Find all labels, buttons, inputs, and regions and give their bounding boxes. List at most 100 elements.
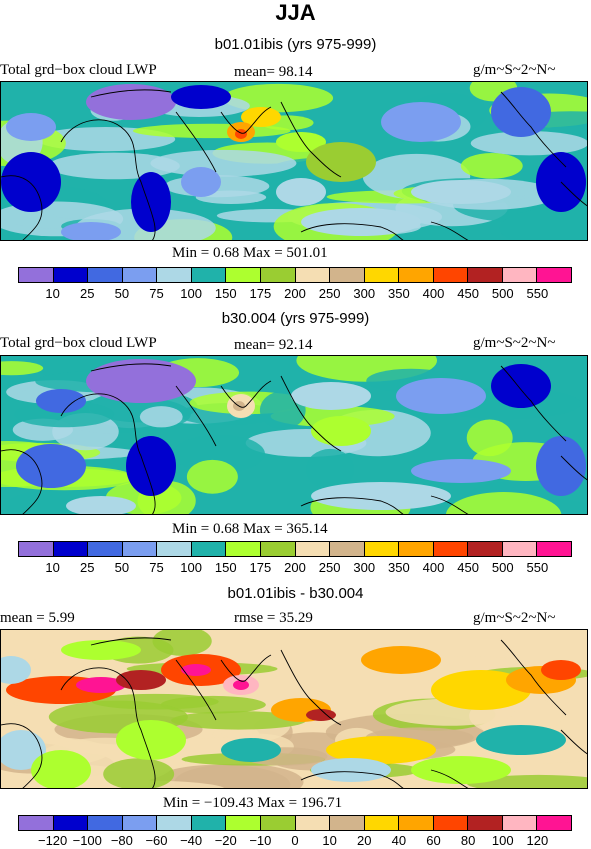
field-feature [411, 756, 511, 784]
colorbar-tick-label: 200 [284, 560, 306, 575]
colorbar-tick-label: 450 [457, 560, 479, 575]
coastline [220, 106, 272, 134]
panel1-variable-label: Total grd−box cloud LWP [0, 62, 157, 78]
field-feature [541, 660, 581, 680]
colorbar-tick-label: 100 [180, 560, 202, 575]
colorbar-tick-label: 80 [460, 833, 476, 848]
colorbar-swatch [19, 542, 54, 556]
panel2-colorbar [18, 541, 572, 557]
colorbar-tick-label: 10 [322, 833, 337, 848]
panel3-map [0, 629, 588, 789]
colorbar-tick-label: 50 [114, 286, 130, 301]
colorbar-tick-label: 25 [80, 286, 95, 301]
colorbar-tick-label: 350 [388, 286, 410, 301]
coastline [90, 363, 172, 372]
contour-map [1, 82, 587, 240]
panel2-variable-label: Total grd−box cloud LWP [0, 335, 157, 351]
colorbar-swatch [330, 816, 365, 830]
coastline [90, 89, 172, 98]
coastline [220, 380, 272, 408]
panel3-colorbar [18, 815, 572, 831]
field-feature [476, 725, 566, 755]
field-feature [6, 113, 56, 141]
colorbar-swatch [330, 542, 365, 556]
field-feature [491, 364, 551, 408]
panel1-colorbar-ticks: 10 25 50 75 100 150 175 200 250 300 350 400 450 500 55… [18, 286, 572, 302]
colorbar-swatch [122, 816, 158, 830]
colorbar-swatch [53, 542, 89, 556]
field-feature [1, 152, 61, 212]
colorbar-tick-label: 150 [214, 286, 237, 301]
colorbar-swatch [191, 816, 227, 830]
colorbar-swatch [330, 268, 365, 282]
colorbar-swatch [295, 542, 331, 556]
colorbar-tick-label: 500 [491, 286, 514, 301]
colorbar-swatch [433, 268, 469, 282]
field-feature [326, 736, 436, 764]
coastline [560, 181, 587, 207]
colorbar-tick-label: 75 [149, 286, 164, 301]
field-feature [311, 416, 371, 446]
coastline [500, 365, 567, 442]
field-blob [195, 190, 267, 205]
field-blob [171, 711, 307, 730]
field-feature [411, 459, 511, 483]
colorbar-swatch [364, 268, 400, 282]
colorbar-swatch [295, 268, 331, 282]
field-feature [36, 389, 86, 413]
contour-map [1, 630, 587, 788]
coastline [560, 729, 587, 755]
colorbar-swatch [502, 542, 538, 556]
colorbar-tick-label: 400 [422, 560, 445, 575]
colorbar-tick-label: 150 [214, 560, 237, 575]
coastline [300, 771, 404, 788]
colorbar-tick-label: 20 [357, 833, 372, 848]
colorbar-swatch [191, 542, 227, 556]
colorbar-swatch [191, 268, 227, 282]
field-feature [1, 656, 31, 684]
field-blob [186, 459, 238, 494]
coastline [175, 659, 217, 721]
panel1-map [0, 81, 588, 241]
colorbar-tick-label: 50 [114, 560, 130, 575]
coastline [175, 385, 217, 447]
panel1-mean-label: mean= 98.14 [234, 64, 313, 80]
colorbar-tick-label: 175 [249, 286, 272, 301]
colorbar-tick-label: 100 [491, 833, 514, 848]
colorbar-tick-label: 120 [526, 833, 549, 848]
coastline [60, 667, 156, 788]
field-feature [181, 167, 221, 197]
field-feature [221, 738, 281, 762]
colorbar-swatch [53, 816, 89, 830]
colorbar-tick-label: 100 [180, 286, 202, 301]
colorbar-tick-label: −40 [180, 833, 203, 848]
colorbar-tick-label: 10 [45, 286, 60, 301]
field-feature [61, 640, 141, 660]
panel2-minmax-label: Min = 0.68 Max = 365.14 [172, 521, 328, 537]
colorbar-swatch [399, 816, 434, 830]
colorbar-tick-label: 60 [426, 833, 441, 848]
field-feature [311, 758, 391, 782]
colorbar-tick-label: 250 [318, 560, 341, 575]
coastline [90, 637, 172, 646]
field-blob [173, 434, 265, 474]
field-feature [291, 382, 371, 410]
colorbar-tick-label: −120 [37, 833, 68, 848]
colorbar-tick-label: 250 [318, 286, 341, 301]
colorbar-swatch [364, 542, 400, 556]
colorbar-tick-label: −10 [249, 833, 272, 848]
coastline [1, 723, 43, 788]
colorbar-tick-label: 300 [353, 286, 376, 301]
colorbar-swatch [260, 542, 296, 556]
panel3-mean-label: mean = 5.99 [0, 610, 75, 626]
panel3-minmax-label: Min = −109.43 Max = 196.71 [163, 795, 343, 811]
colorbar-tick-label: 25 [80, 560, 95, 575]
panel2-mean-label: mean= 92.14 [234, 337, 313, 353]
colorbar-swatch [433, 542, 469, 556]
colorbar-swatch [468, 542, 503, 556]
field-feature [61, 222, 121, 240]
colorbar-swatch [260, 268, 296, 282]
field-feature [233, 680, 249, 690]
colorbar-swatch [157, 542, 192, 556]
field-blob [223, 83, 334, 113]
